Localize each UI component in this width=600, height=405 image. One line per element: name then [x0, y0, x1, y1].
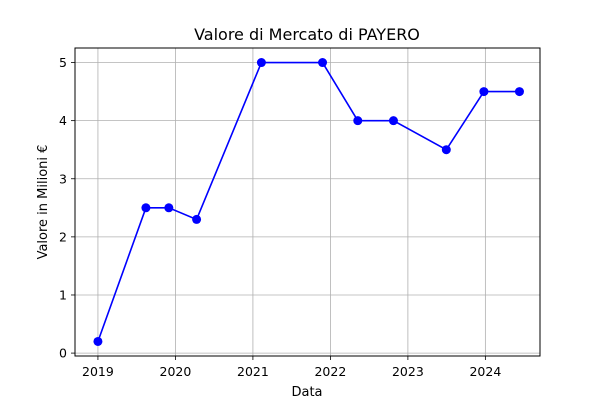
data-point	[192, 214, 202, 224]
x-tick-label: 2021	[237, 364, 269, 379]
y-tick-label: 5	[59, 55, 67, 70]
data-point	[256, 58, 266, 68]
x-tick-label: 2020	[160, 364, 192, 379]
y-axis-label: Valore in Milioni €	[36, 145, 51, 260]
x-tick-label: 2024	[469, 364, 501, 379]
data-point	[479, 87, 489, 97]
axis-ticks: 2019 2020 2021 2022 2023 2024 0 1 2 3 4 5	[59, 55, 501, 379]
data-point	[318, 58, 328, 68]
grid	[75, 48, 540, 356]
chart-title: Valore di Mercato di PAYERO	[194, 25, 420, 44]
y-tick-label: 2	[59, 229, 67, 244]
data-point	[514, 87, 524, 97]
plot-frame	[74, 47, 541, 357]
series-layer	[93, 58, 524, 346]
y-tick-label: 4	[59, 113, 67, 128]
y-tick-label: 3	[59, 171, 67, 186]
data-point	[164, 203, 174, 213]
y-tick-label: 1	[59, 287, 67, 302]
data-point	[441, 145, 451, 155]
y-tick-label: 0	[59, 346, 67, 361]
data-point	[353, 116, 363, 126]
x-tick-label: 2022	[314, 364, 346, 379]
data-point	[141, 203, 151, 213]
x-tick-label: 2019	[82, 364, 114, 379]
data-point	[93, 336, 103, 346]
data-point	[388, 116, 398, 126]
x-tick-label: 2023	[392, 364, 424, 379]
x-axis-label: Data	[291, 385, 322, 400]
